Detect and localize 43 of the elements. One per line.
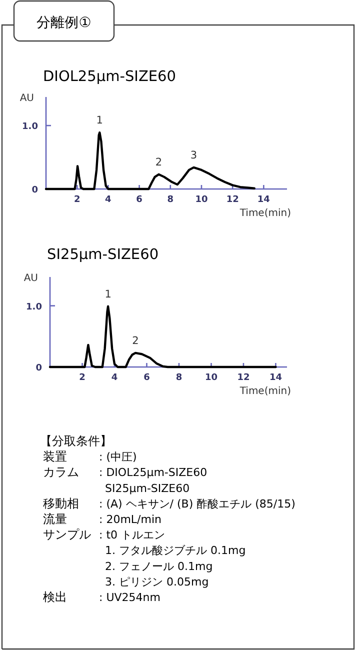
- annotation: 2: [155, 156, 162, 168]
- text: 流量 : 20mL/min: [43, 512, 162, 526]
- x-tick-label: 10: [204, 373, 218, 383]
- x-tick-label: 12: [226, 195, 239, 205]
- x-tick-label: 2: [79, 373, 86, 383]
- x-tick-label: 4: [111, 373, 118, 383]
- text: 移動相 : (A) ヘキサン/ (B) 酢酸エチル (85/15): [43, 496, 296, 510]
- line-series: [48, 305, 277, 368]
- text: サンプル : t0 トルエン: [43, 528, 166, 542]
- x-tick-label: 8: [176, 373, 182, 383]
- y-tick-label: 0: [32, 186, 38, 196]
- chart-title: DIOL25μm-SIZE60: [43, 69, 176, 85]
- text: 2. フェノール 0.1mg: [105, 560, 213, 573]
- x-tick-label: 2: [74, 195, 80, 205]
- line-series: [44, 131, 256, 190]
- x-tick-label: 4: [105, 195, 112, 205]
- y-tick-label: 1.0: [26, 302, 42, 312]
- x-axis-title: Time(min): [238, 386, 292, 397]
- text: 装置 : (中圧): [43, 450, 137, 464]
- chart-title: SI25μm-SIZE60: [47, 247, 159, 263]
- x-tick-label: 12: [237, 373, 250, 383]
- y-axis-title: AU: [24, 273, 38, 284]
- annotation: 2: [132, 334, 139, 347]
- text: 分離例①: [36, 15, 92, 31]
- x-tick-label: 6: [144, 373, 150, 383]
- x-tick-label: 10: [195, 195, 208, 205]
- text: 【分取条件】: [40, 434, 112, 448]
- text: 検出 : UV254nm: [43, 590, 160, 604]
- annotation: 1: [104, 288, 112, 300]
- y-tick-label: 1.0: [22, 122, 38, 132]
- annotation: 1: [96, 114, 103, 127]
- annotation: 3: [190, 149, 198, 162]
- y-tick-label: 0: [36, 364, 42, 374]
- text: SI25μm-SIZE60: [105, 482, 190, 495]
- y-axis-title: AU: [20, 93, 34, 104]
- text: 1. フタル酸ジブチル 0.1mg: [105, 544, 246, 558]
- x-tick-label: 6: [136, 195, 142, 205]
- text: 3. ピリジン 0.05mg: [105, 575, 209, 588]
- x-tick-label: 14: [257, 195, 270, 205]
- x-tick-label: 14: [269, 373, 282, 383]
- x-tick-label: 8: [167, 195, 174, 205]
- x-axis-title: Time(min): [238, 208, 292, 219]
- text: カラム : DIOL25μm-SIZE60: [43, 465, 208, 480]
